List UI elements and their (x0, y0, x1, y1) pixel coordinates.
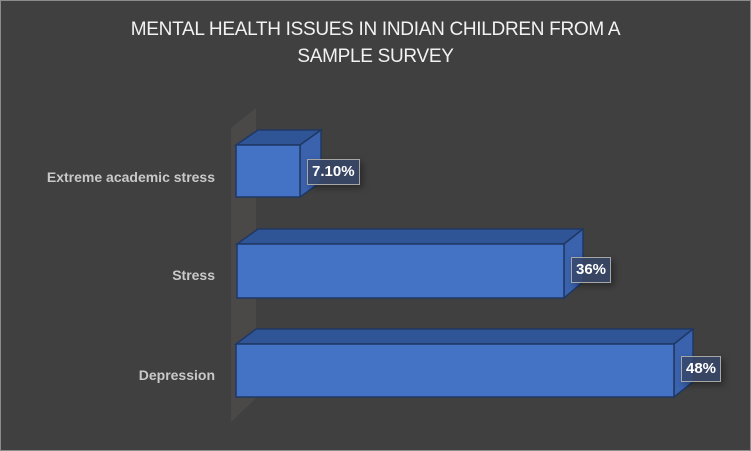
category-label-depression: Depression (138, 367, 215, 383)
chart-title: MENTAL HEALTH ISSUES IN INDIAN CHILDREN … (0, 16, 751, 70)
data-label-depression: 48% (681, 356, 722, 382)
data-label-stress: 36% (571, 257, 612, 283)
category-label-extreme-academic-stress: Extreme academic stress (46, 169, 215, 185)
chart-title-line-1: MENTAL HEALTH ISSUES IN INDIAN CHILDREN … (130, 19, 621, 40)
bar-stress[interactable] (234, 227, 586, 300)
chart-title-line-2: SAMPLE SURVEY (297, 46, 454, 67)
data-label-extreme-academic-stress: 7.10% (307, 159, 360, 185)
bar-depression[interactable] (233, 327, 696, 399)
category-label-stress: Stress (172, 267, 215, 283)
